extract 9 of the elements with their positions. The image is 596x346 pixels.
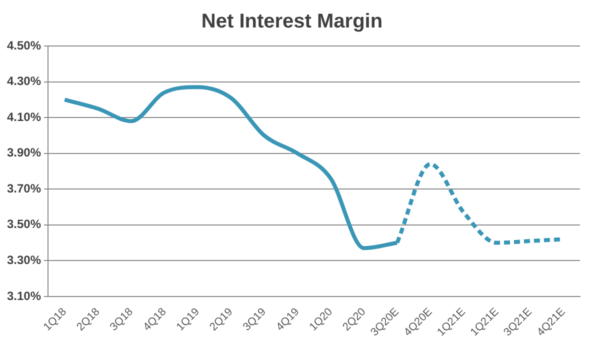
y-tick-label: 3.70% [6,181,42,196]
y-tick-label: 4.50% [6,38,42,52]
y-tick-label: 3.90% [6,146,42,160]
y-tick-label: 4.10% [6,110,42,124]
y-tick-label: 3.10% [6,288,42,303]
y-tick-label: 3.30% [6,252,42,267]
chart-title: Net Interest Margin [201,10,383,33]
y-tick-label: 4.30% [6,74,42,88]
y-tick-label: 3.50% [6,217,42,232]
